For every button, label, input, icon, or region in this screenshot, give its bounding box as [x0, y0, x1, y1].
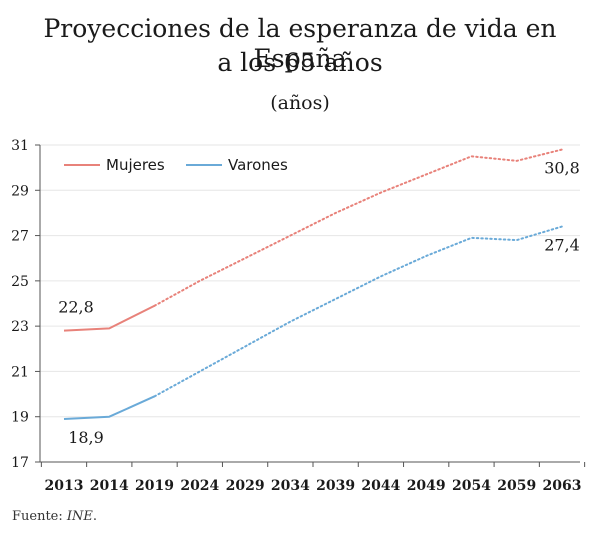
data-label-varones: 27,4 — [544, 236, 580, 255]
x-tick-label: 2063 — [543, 478, 582, 494]
legend-label-varones: Varones — [228, 156, 288, 174]
y-axis-ticks: 17 19 21 23 25 27 29 31 — [11, 138, 40, 471]
data-label-mujeres: 30,8 — [544, 159, 580, 178]
x-tick-label: 2034 — [271, 478, 310, 494]
x-tick-label: 2013 — [45, 478, 84, 494]
grid-lines — [40, 144, 580, 418]
series-line-varones-projected — [153, 225, 563, 398]
source-name: INE — [66, 509, 93, 524]
chart-subtitle: (años) — [270, 92, 330, 114]
x-tick-label: 2024 — [180, 478, 219, 494]
y-tick-label: 17 — [11, 455, 29, 471]
y-tick-label: 31 — [11, 138, 29, 154]
y-tick-label: 21 — [11, 364, 29, 380]
legend-label-mujeres: Mujeres — [106, 156, 165, 174]
source-note: Fuente: INE. — [12, 509, 97, 524]
data-labels: 22,8 30,8 18,9 27,4 — [58, 159, 580, 447]
x-tick-label: 2019 — [135, 478, 174, 494]
source-prefix: Fuente: — [12, 509, 67, 524]
x-tick-label: 2049 — [407, 478, 446, 494]
x-tick-label: 2059 — [497, 478, 536, 494]
source-suffix: . — [92, 509, 98, 524]
legend: Mujeres Varones — [64, 156, 288, 174]
y-tick-label: 19 — [11, 410, 29, 426]
y-tick-label: 23 — [11, 319, 29, 335]
chart-title-line-2: a los 65 años — [217, 48, 383, 77]
x-tick-label: 2039 — [316, 478, 355, 494]
series-lines — [63, 148, 563, 420]
series-line-mujeres-observed — [63, 304, 155, 332]
x-tick-label: 2054 — [452, 478, 491, 494]
data-label-mujeres: 22,8 — [58, 298, 94, 317]
axes — [39, 145, 580, 463]
x-tick-label: 2029 — [226, 478, 265, 494]
x-tick-label: 2044 — [361, 478, 400, 494]
x-axis-ticks: 2013 2014 2019 2024 2029 2034 2039 2044 2049 2054… — [40, 462, 586, 494]
x-tick-label: 2014 — [90, 478, 129, 494]
data-label-varones: 18,9 — [68, 428, 104, 447]
y-tick-label: 27 — [11, 229, 29, 245]
series-line-varones-observed — [63, 395, 155, 420]
y-tick-label: 29 — [11, 183, 29, 199]
chart-title-line-1: Proyecciones de la esperanza de vida en … — [43, 14, 557, 73]
y-tick-label: 25 — [11, 274, 29, 290]
series-line-mujeres-projected — [153, 148, 563, 307]
